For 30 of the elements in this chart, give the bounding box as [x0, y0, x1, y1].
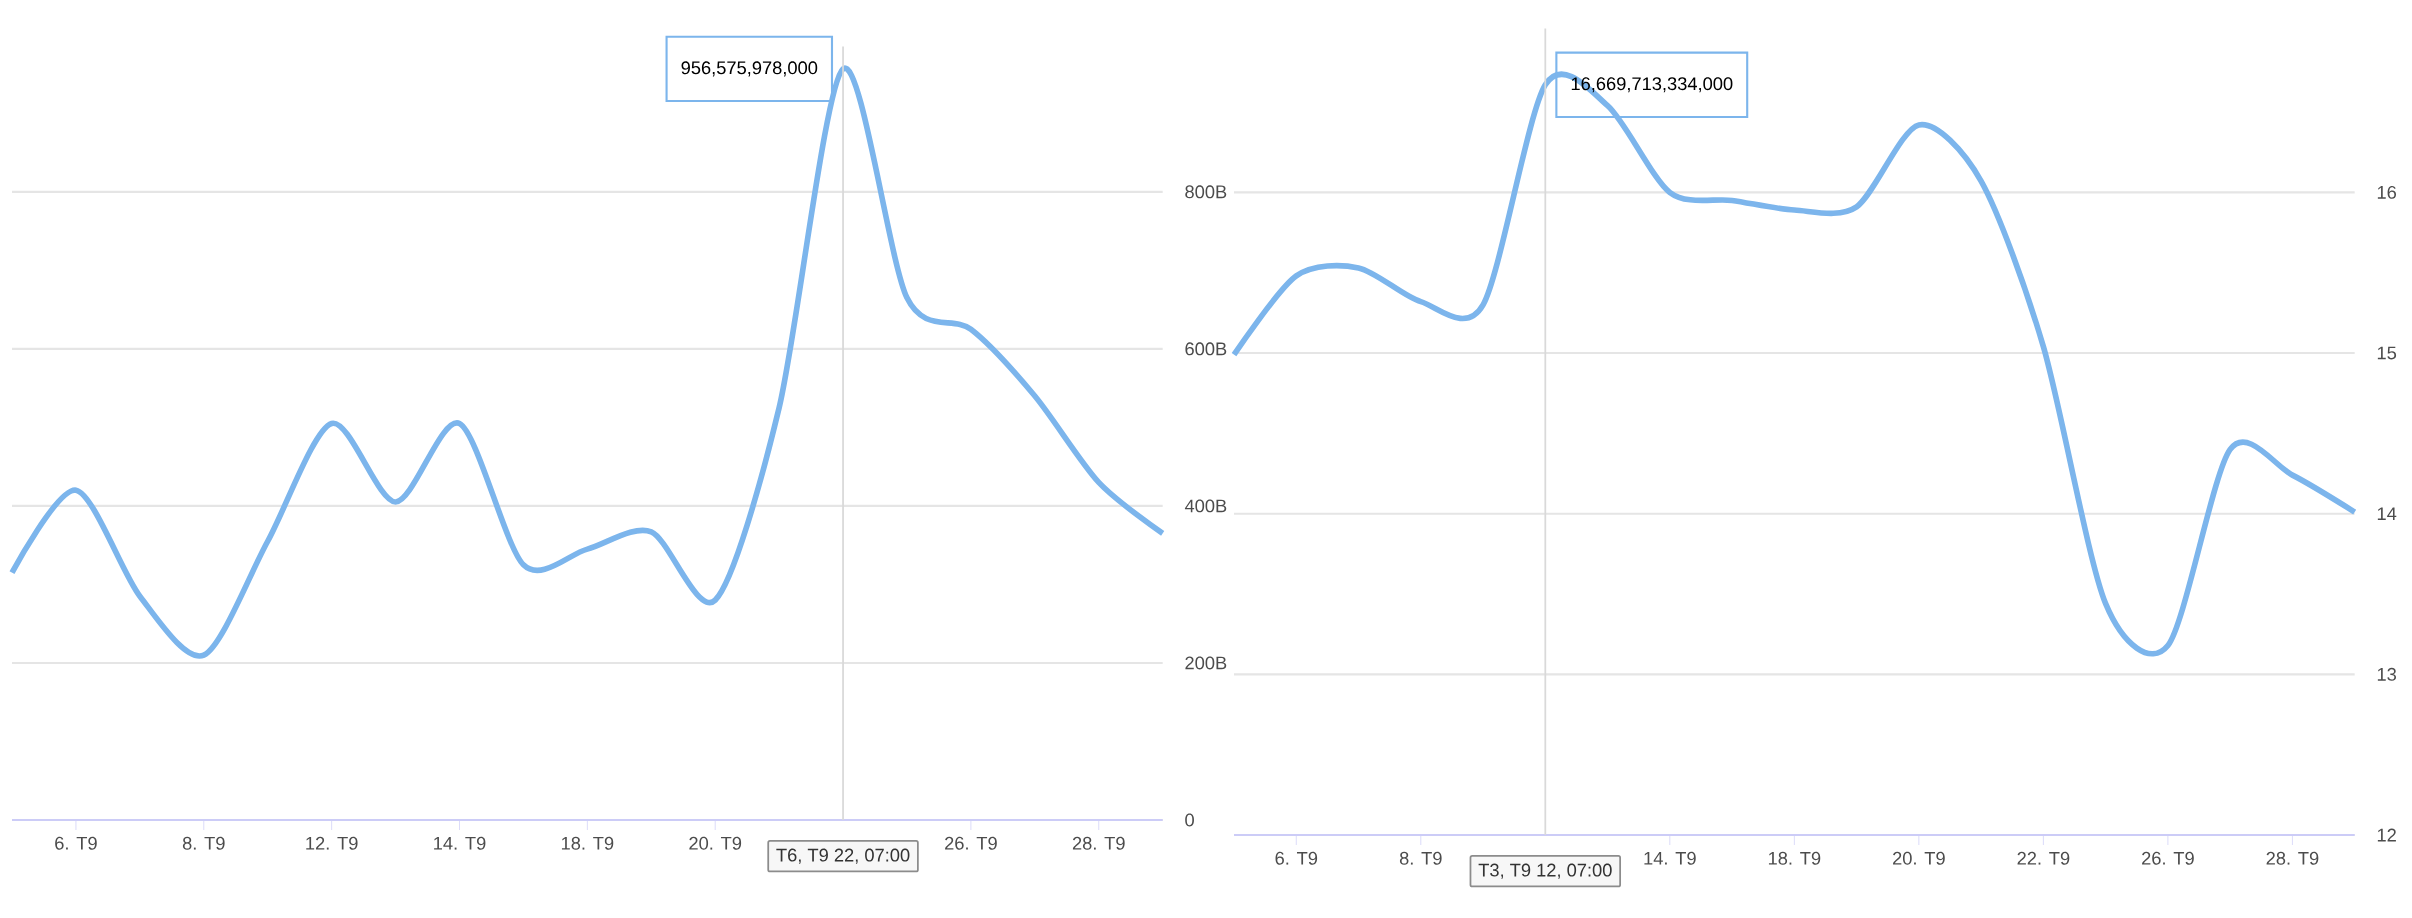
y-tick-label: 15 [2377, 346, 2397, 360]
x-tick-label: 22. T9 [2017, 851, 2070, 865]
x-tick-label: 26. T9 [2142, 851, 2194, 865]
y-tick-label: 600B [1185, 342, 1227, 356]
y-tick-label: 0 [1185, 813, 1194, 827]
y-tick-label: 13 [2377, 667, 2397, 681]
y-tick-label: 12 [2377, 828, 2396, 842]
x-tick-label: 18. T9 [1768, 851, 1821, 865]
x-tick-label: 20. T9 [1893, 851, 1945, 865]
x-tick-label: 26. T9 [945, 836, 997, 850]
x-tick-label: 8. T9 [182, 836, 225, 850]
x-tick-label: 8. T9 [1399, 851, 1442, 865]
y-tick-label: 400B [1184, 499, 1227, 513]
y-tick-label: 200B [1185, 656, 1227, 670]
x-tick-label: 6. T9 [55, 836, 97, 850]
x-tick-label: T3, T9 12, 07:00 [1478, 863, 1612, 879]
annotation: 956,575,978,000 [681, 61, 818, 77]
y-tick-label: 800B [1185, 185, 1227, 199]
x-tick-label: 28. T9 [2266, 851, 2319, 865]
x-tick-label: 14. T9 [1644, 851, 1696, 865]
x-tick-label: 20. T9 [689, 836, 742, 850]
y-tick-label: 14 [2377, 507, 2397, 520]
annotation: 16,669,713,334,000 [1571, 77, 1733, 93]
y-tick-label: 16 [2377, 185, 2397, 199]
x-tick-label: 6. T9 [1275, 851, 1318, 865]
x-tick-label: 14. T9 [434, 836, 486, 850]
x-tick-label: 12. T9 [306, 836, 358, 850]
x-tick-label: 18. T9 [561, 836, 614, 850]
x-tick-label: 28. T9 [1072, 836, 1125, 850]
x-tick-label: T6, T9 22, 07:00 [776, 848, 910, 864]
